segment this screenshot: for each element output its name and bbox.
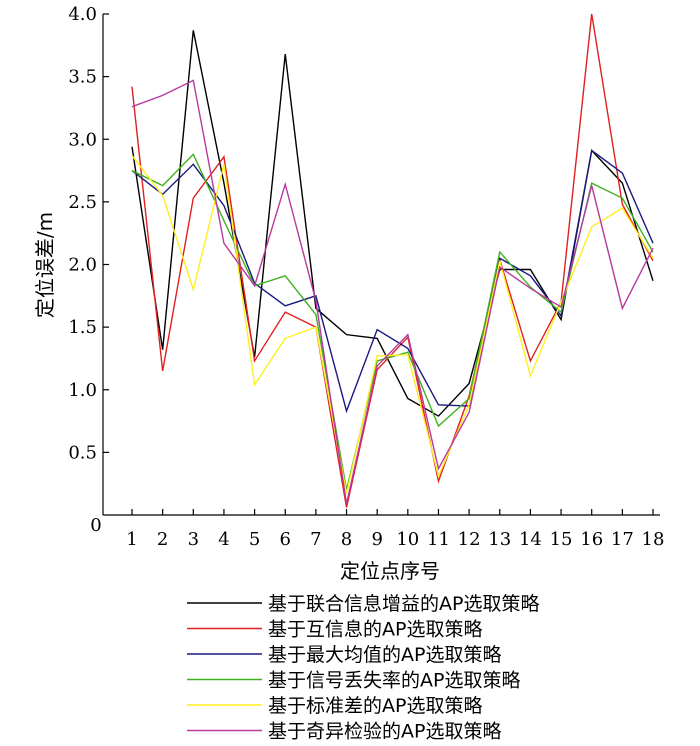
x-tick-label: 10 bbox=[396, 529, 419, 550]
x-tick-label: 4 bbox=[218, 529, 229, 550]
series-line-6 bbox=[131, 79, 654, 504]
legend-label-4: 基于信号丢失率的AP选取策略 bbox=[268, 670, 520, 692]
x-tick-label: 7 bbox=[310, 529, 321, 550]
x-tick-label: 6 bbox=[280, 529, 291, 550]
x-tick-label: 18 bbox=[642, 529, 665, 550]
y-ticks: 0.5 1.0 1.5 2.0 2.5 3.0 3.5 4.0 bbox=[68, 4, 109, 463]
x-tick-label: 16 bbox=[580, 529, 603, 550]
x-tick-label: 9 bbox=[371, 529, 382, 550]
y-tick-label: 2.5 bbox=[68, 192, 97, 213]
series-line-2 bbox=[131, 13, 654, 508]
series-line-5 bbox=[131, 155, 654, 494]
x-tick-label: 14 bbox=[519, 529, 542, 550]
x-ticks: 1 2 3 4 5 6 7 8 9 10 11 12 13 14 15 16 17 18 bbox=[126, 509, 664, 550]
series-line-4 bbox=[131, 153, 654, 491]
x-tick-label: 15 bbox=[550, 529, 573, 550]
x-tick-label: 3 bbox=[188, 529, 199, 550]
y-tick-label: 3.0 bbox=[68, 129, 97, 150]
x-tick-label: 5 bbox=[249, 529, 260, 550]
x-tick-label: 1 bbox=[126, 529, 137, 550]
x-tick-label: 13 bbox=[488, 529, 511, 550]
x-tick-label: 11 bbox=[427, 529, 450, 550]
y-tick-label: 3.5 bbox=[68, 67, 97, 88]
legend-label-3: 基于最大均值的AP选取策略 bbox=[268, 644, 501, 666]
legend-label-2: 基于互信息的AP选取策略 bbox=[268, 619, 482, 641]
y-tick-label: 0.5 bbox=[68, 442, 97, 463]
origin-tick-label: 0 bbox=[90, 515, 101, 536]
legend-label-1: 基于联合信息增益的AP选取策略 bbox=[268, 593, 539, 615]
legend: 基于联合信息增益的AP选取策略基于互信息的AP选取策略基于最大均值的AP选取策略… bbox=[187, 593, 539, 743]
x-tick-label: 17 bbox=[611, 529, 634, 550]
x-axis-title: 定位点序号 bbox=[340, 559, 440, 583]
legend-label-6: 基于奇异检验的AP选取策略 bbox=[268, 721, 501, 743]
y-tick-label: 1.5 bbox=[68, 317, 97, 338]
y-tick-label: 1.0 bbox=[68, 380, 97, 401]
x-tick-label: 2 bbox=[157, 529, 168, 550]
series-layer bbox=[131, 13, 654, 508]
y-tick-label: 2.0 bbox=[68, 255, 97, 276]
y-tick-label: 4.0 bbox=[68, 4, 97, 25]
x-tick-label: 12 bbox=[458, 529, 481, 550]
x-tick-label: 8 bbox=[341, 529, 352, 550]
legend-label-5: 基于标准差的AP选取策略 bbox=[268, 695, 482, 717]
y-axis-title: 定位误差/m bbox=[33, 212, 57, 318]
